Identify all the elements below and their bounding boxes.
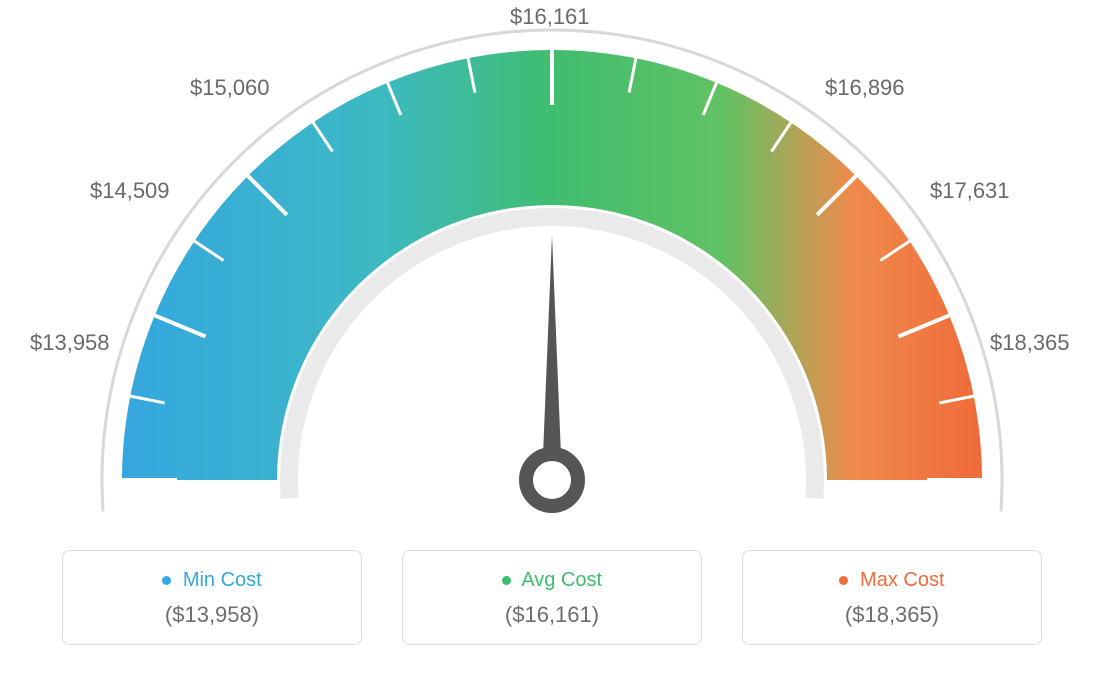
legend-title-max: Max Cost bbox=[753, 569, 1031, 592]
legend-title-avg: Avg Cost bbox=[413, 569, 691, 592]
legend-title-text: Avg Cost bbox=[521, 569, 602, 591]
dot-icon bbox=[502, 576, 511, 585]
dot-icon bbox=[162, 576, 171, 585]
legend-value-avg: ($16,161) bbox=[413, 602, 691, 628]
gauge-tick-label: $16,161 bbox=[510, 4, 590, 30]
legend-row: Min Cost ($13,958) Avg Cost ($16,161) Ma… bbox=[0, 550, 1104, 645]
gauge-tick-label: $16,896 bbox=[825, 75, 905, 101]
legend-title-text: Min Cost bbox=[183, 569, 262, 591]
dot-icon bbox=[839, 576, 848, 585]
legend-card-min: Min Cost ($13,958) bbox=[62, 550, 362, 645]
gauge-tick-label: $13,958 bbox=[30, 330, 110, 356]
legend-title-min: Min Cost bbox=[73, 569, 351, 592]
legend-card-avg: Avg Cost ($16,161) bbox=[402, 550, 702, 645]
gauge-chart: $13,958 $14,509 $15,060 $16,161 $16,896 $17,6… bbox=[0, 0, 1104, 540]
legend-title-text: Max Cost bbox=[860, 569, 944, 591]
gauge-svg bbox=[0, 0, 1104, 540]
legend-value-max: ($18,365) bbox=[753, 602, 1031, 628]
legend-value-min: ($13,958) bbox=[73, 602, 351, 628]
gauge-tick-label: $15,060 bbox=[190, 75, 270, 101]
gauge-tick-label: $17,631 bbox=[930, 178, 1010, 204]
gauge-tick-label: $14,509 bbox=[90, 178, 170, 204]
legend-card-max: Max Cost ($18,365) bbox=[742, 550, 1042, 645]
gauge-tick-label: $18,365 bbox=[990, 330, 1070, 356]
